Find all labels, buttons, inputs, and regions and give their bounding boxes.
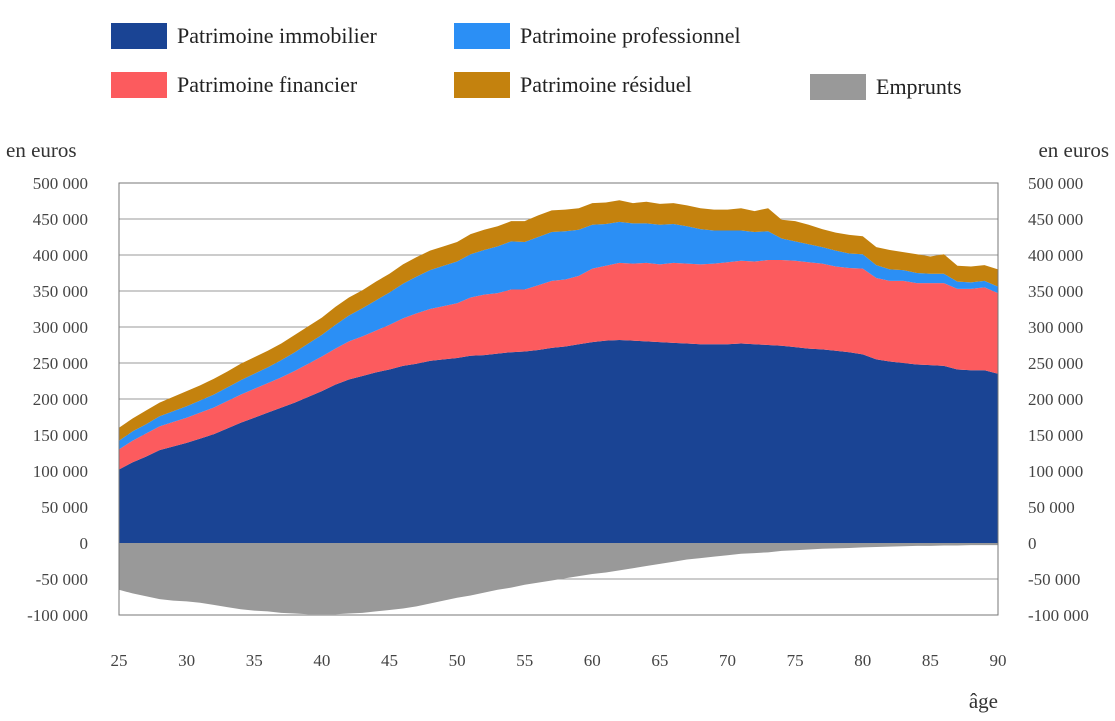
legend-label-professionnel: Patrimoine professionnel [520,23,741,48]
y-tick-label-right: 200 000 [1028,390,1083,409]
x-tick-label: 60 [584,651,601,670]
x-tick-label: 70 [719,651,736,670]
area-immobilier [119,339,998,543]
y-tick-label-right: 0 [1028,534,1037,553]
area-series [119,200,998,615]
x-axis-label: âge [969,689,998,713]
x-tick-label: 80 [854,651,871,670]
y-tick-label-left: 450 000 [33,210,88,229]
legend-label-residuel: Patrimoine résiduel [520,72,692,97]
y-tick-label-right: 500 000 [1028,174,1083,193]
x-axis: 25 30 35 40 45 50 55 60 65 70 75 80 85 90 [111,651,1007,670]
legend-swatch-professionnel [454,23,510,49]
x-tick-label: 75 [787,651,804,670]
y-tick-label-left: 500 000 [33,174,88,193]
plot-frame [118,182,999,616]
legend-swatch-immobilier [111,23,167,49]
x-tick-label: 90 [990,651,1007,670]
y-tick-label-left: 400 000 [33,246,88,265]
legend-swatch-residuel [454,72,510,98]
y-tick-label-right: 300 000 [1028,318,1083,337]
area-financier [119,260,998,470]
legend-item-immobilier: Patrimoine immobilier [111,23,377,49]
y-tick-label-right: 250 000 [1028,354,1083,373]
y-tick-label-right: 450 000 [1028,210,1083,229]
legend-swatch-financier [111,72,167,98]
y-tick-label-right: 50 000 [1028,498,1075,517]
x-tick-label: 45 [381,651,398,670]
x-tick-label: 40 [313,651,330,670]
y-tick-label-right: -100 000 [1028,606,1089,625]
y-tick-label-right: 150 000 [1028,426,1083,445]
y-tick-label-left: 250 000 [33,354,88,373]
area-emprunts [119,543,998,615]
y-tick-label-right: 400 000 [1028,246,1083,265]
y-tick-label-left: 300 000 [33,318,88,337]
area-professionnel [119,221,998,450]
y-tick-label-left: 350 000 [33,282,88,301]
y-tick-label-right: -50 000 [1028,570,1080,589]
x-tick-label: 55 [516,651,533,670]
legend-item-emprunts: Emprunts [810,74,962,100]
y-tick-label-right: 100 000 [1028,462,1083,481]
x-tick-label: 30 [178,651,195,670]
legend-item-residuel: Patrimoine résiduel [454,72,692,98]
y-tick-label-left: -100 000 [27,606,88,625]
x-tick-label: 35 [246,651,263,670]
x-tick-label: 50 [449,651,466,670]
x-tick-label: 85 [922,651,939,670]
y-unit-left: en euros [6,138,77,162]
legend-item-financier: Patrimoine financier [111,72,357,98]
y-tick-label-left: 200 000 [33,390,88,409]
legend-label-financier: Patrimoine financier [177,72,358,97]
legend-swatch-emprunts [810,74,866,100]
y-tick-label-left: 150 000 [33,426,88,445]
legend-item-professionnel: Patrimoine professionnel [454,23,741,49]
y-axis-right: 500 000 450 000 400 000 350 000 300 000 250 0… [1028,174,1089,625]
y-tick-label-left: -50 000 [36,570,88,589]
y-unit-right: en euros [1038,138,1109,162]
legend-label-immobilier: Patrimoine immobilier [177,23,377,48]
x-tick-label: 25 [111,651,128,670]
x-tick-label: 65 [651,651,668,670]
y-axis-left: 500 000 450 000 400 000 350 000 300 000 250 0… [27,174,88,625]
y-tick-label-left: 50 000 [41,498,88,517]
y-tick-label-left: 0 [80,534,89,553]
y-tick-label-right: 350 000 [1028,282,1083,301]
legend-label-emprunts: Emprunts [876,74,962,99]
y-tick-label-left: 100 000 [33,462,88,481]
